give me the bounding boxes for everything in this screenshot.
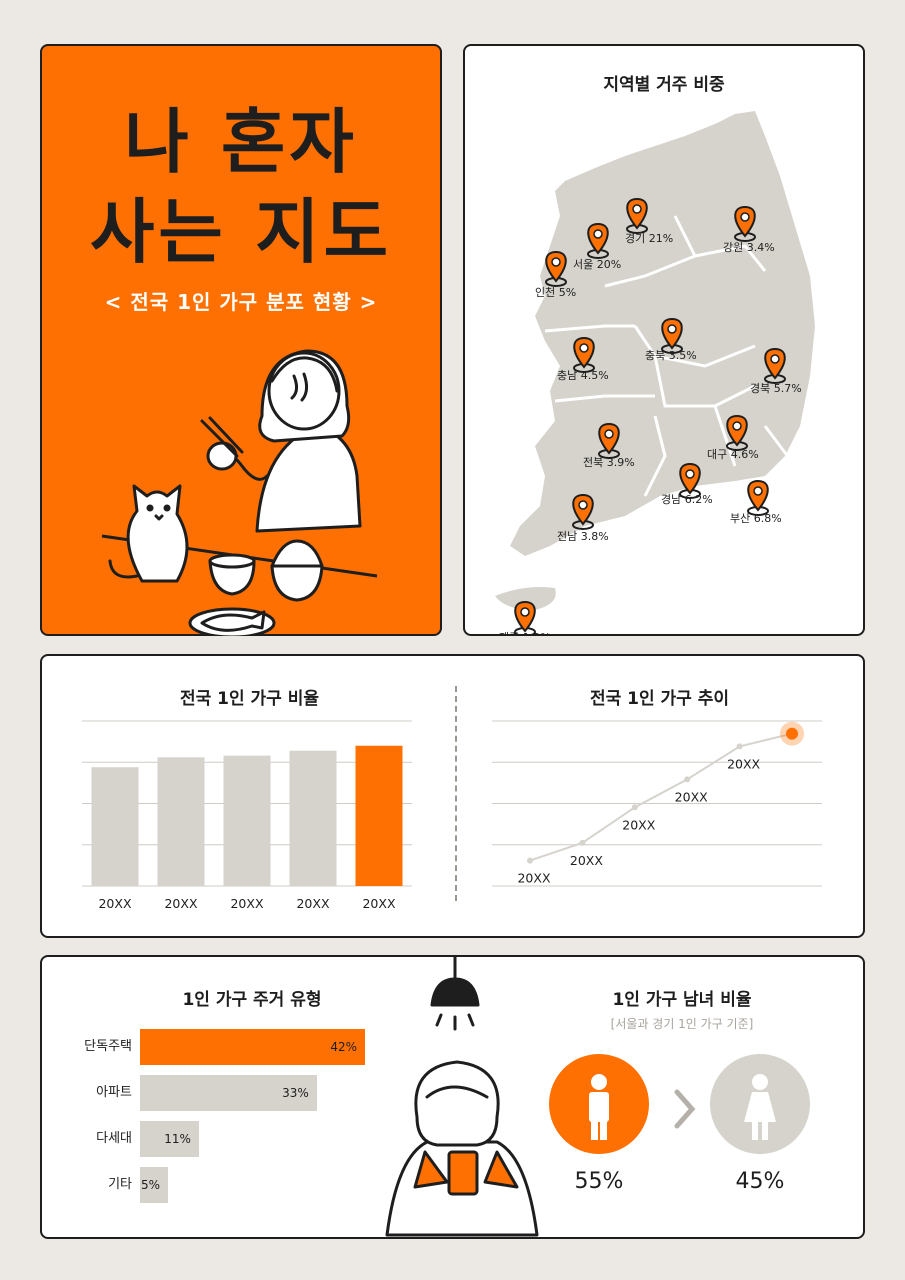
chevron-right-icon: [674, 1089, 696, 1129]
hero-title-line2: 사는 지도: [90, 191, 392, 273]
housing-row: 기타 5%: [62, 1167, 382, 1203]
housing-row-label: 기타: [108, 1177, 132, 1192]
phone-icon: [447, 1150, 479, 1196]
bar-tick-label: 20XX: [296, 896, 329, 911]
housing-bar: 5%: [140, 1167, 168, 1203]
line-tick-label: 20XX: [517, 871, 550, 886]
line-point: [527, 857, 533, 864]
map-pin-0: [626, 197, 648, 234]
bar-tick-label: 20XX: [362, 896, 395, 911]
map-pin-4: [661, 317, 683, 354]
hero-illustration: [101, 349, 378, 636]
lamp-icon: [430, 977, 480, 1007]
housing-bar: 11%: [140, 1121, 199, 1157]
map-pin-6: [764, 347, 786, 384]
bar-tick-label: 20XX: [164, 896, 197, 911]
housing-gender-panel: 1인 가구 주거 유형 단독주택 42% 아파트 33% 다세대 11% 기타 5% 1인 가…: [40, 955, 865, 1239]
bar-tick-label: 20XX: [98, 896, 131, 911]
line-tick-label: 20XX: [675, 789, 708, 804]
map-pin-11: [572, 493, 594, 530]
jeju-shape: [495, 587, 556, 610]
bar: [289, 750, 337, 886]
map-region-label: 부산 6.8%: [730, 512, 782, 525]
lamp-reading-girl-illustration: [385, 957, 539, 1237]
bowls-illustration: [208, 539, 324, 602]
map-pin-10: [747, 479, 769, 516]
line-series: [529, 732, 793, 862]
line-tick-label: 20XX: [727, 756, 760, 771]
female-percentage: 45%: [735, 1169, 785, 1194]
map-pin-2: [587, 222, 609, 259]
map-pin-3: [545, 250, 567, 287]
map-region-label: 대구 4.6%: [707, 448, 759, 461]
line-point: [631, 804, 638, 811]
map-title: 지역별 거주 비중: [603, 75, 725, 95]
line-point: [579, 839, 586, 846]
housing-row-label: 단독주택: [84, 1039, 132, 1054]
map-region-label: 충남 4.5%: [557, 369, 609, 382]
housing-row: 다세대 11%: [62, 1121, 382, 1157]
housing-row-label: 다세대: [96, 1131, 132, 1146]
map-pin-9: [679, 462, 701, 499]
line-point: [786, 727, 798, 740]
map-pin-8: [598, 422, 620, 459]
bar-chart-title: 전국 1인 가구 비율: [179, 689, 320, 709]
map-pin-7: [726, 414, 748, 451]
region-map-panel: 지역별 거주 비중 경기 21% 강원 3.4% 서울 20% 인천 5% 충북 3.5…: [463, 44, 865, 636]
male-person-icon: [589, 1074, 609, 1140]
map-region-label: 경북 5.7%: [750, 382, 802, 395]
housing-row-label: 아파트: [96, 1085, 132, 1100]
housing-bar: 42%: [140, 1029, 365, 1065]
korea-map: 경기 21% 강원 3.4% 서울 20% 인천 5% 충북 3.5% 충남 4.5% 경북…: [495, 111, 815, 636]
woman-eating-illustration: [200, 349, 362, 533]
male-percentage: 55%: [574, 1169, 624, 1194]
bar-tick-label: 20XX: [230, 896, 263, 911]
cat-illustration: [108, 484, 189, 583]
gender-icons: [549, 1054, 810, 1154]
map-region-label: 강원 3.4%: [723, 241, 775, 254]
map-region-label: 경남 6.2%: [661, 493, 713, 506]
map-pin-5: [573, 336, 595, 373]
bar-chart: 20XX 20XX 20XX 20XX 20XX: [82, 720, 412, 911]
map-region-label: 인천 5%: [535, 285, 576, 299]
map-region-label: 전남 3.8%: [557, 530, 609, 543]
map-region-label: 전북 3.9%: [583, 456, 635, 469]
region-borders: [544, 215, 797, 497]
hero-panel: 나 혼자 사는 지도 < 전국 1인 가구 분포 현황 >: [40, 44, 442, 636]
line-tick-label: 20XX: [622, 817, 655, 832]
hero-subtitle: < 전국 1인 가구 분포 현황 >: [104, 290, 378, 314]
map-region-label: 서울 20%: [573, 258, 621, 271]
map-pin-12: [514, 600, 536, 636]
gender-title: 1인 가구 남녀 비율: [612, 990, 752, 1010]
map-pin-1: [734, 205, 756, 242]
housing-row: 아파트 33%: [62, 1075, 382, 1111]
map-region-label: 충북 3.5%: [645, 349, 697, 362]
housing-bar: 33%: [140, 1075, 317, 1111]
fish-plate-illustration: [188, 607, 276, 636]
housing-title: 1인 가구 주거 유형: [182, 990, 322, 1010]
trend-charts-panel: 전국 1인 가구 비율 전국 1인 가구 추이 20XX 20XX 20XX 20XX…: [40, 654, 865, 938]
line-chart-title: 전국 1인 가구 추이: [589, 689, 730, 709]
bar: [157, 757, 205, 886]
hero-title-line1: 나 혼자: [124, 101, 358, 183]
housing-row: 단독주택 42%: [62, 1029, 382, 1065]
chart-divider: [455, 686, 457, 901]
bar: [223, 755, 271, 886]
bar: [91, 767, 139, 886]
map-region-label: 경기 21%: [625, 232, 673, 245]
line-point: [684, 776, 691, 783]
line-point: [736, 743, 743, 750]
line-tick-label: 20XX: [570, 853, 603, 868]
bar: [355, 745, 403, 886]
gender-note: [서울과 경기 1인 가구 기준]: [610, 1017, 754, 1031]
map-region-label: 제주 1.2%: [499, 631, 551, 636]
line-chart: 20XX 20XX 20XX 20XX 20XX: [492, 720, 822, 887]
female-person-icon: [744, 1074, 776, 1140]
